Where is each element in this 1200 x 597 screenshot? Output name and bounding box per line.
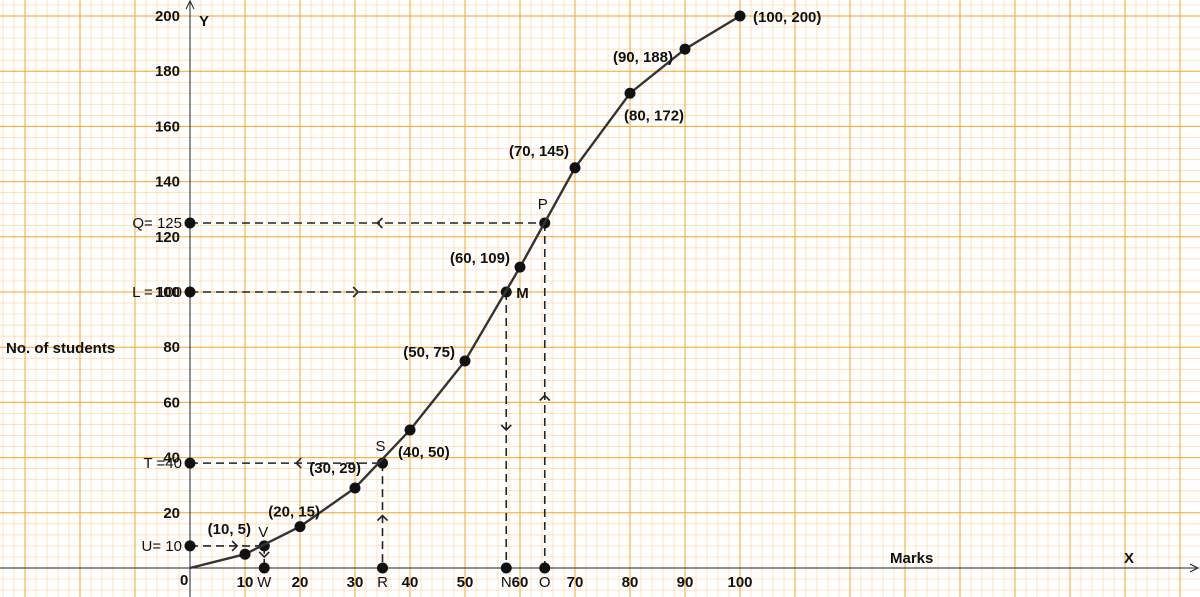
guide-x-point: [377, 562, 388, 574]
curve-point-label-s: S: [375, 438, 385, 455]
guide-arrow: [500, 424, 512, 432]
data-point: [294, 521, 306, 533]
guide-y-point: [184, 286, 196, 298]
point-label: (80, 172): [624, 107, 684, 124]
x-tick-label: 50: [457, 574, 474, 591]
y-tick-label: 20: [163, 505, 180, 522]
x-tick-label: 70: [567, 574, 584, 591]
x-tick-label: 40: [402, 574, 419, 591]
construction-guides: Q= 125 O L = 100 N T =40 R U= 10 W P M S V: [132, 196, 551, 591]
point-labels: (10, 5) (20, 15) (30, 29) (40, 50) (50, 75) (…: [208, 9, 822, 538]
guide-arrow: [539, 394, 551, 402]
y-tick-label: 40: [163, 450, 180, 467]
guide-y-label: U= 10: [142, 538, 182, 555]
x-axis-label: Marks: [890, 550, 933, 567]
point-label: (70, 145): [509, 143, 569, 160]
y-axis-label: No. of students: [6, 340, 115, 357]
point-label: (50, 75): [403, 344, 455, 361]
guide-x-label: W: [257, 574, 272, 591]
x-tick-label: 30: [347, 574, 364, 591]
data-point: [624, 87, 636, 99]
point-label: (30, 29): [309, 460, 361, 477]
guide-y-point: [184, 540, 196, 552]
y-axis-letter: Y: [199, 13, 209, 30]
y-tick-label: 80: [163, 339, 180, 356]
y-tick-label: 100: [155, 284, 180, 301]
guide-x-label: O: [539, 574, 551, 591]
y-tick-label: 160: [155, 118, 180, 135]
guide-arrow: [295, 457, 302, 469]
x-tick-label: 90: [677, 574, 694, 591]
data-point: [239, 548, 251, 560]
y-tick-label: 60: [163, 394, 180, 411]
y-tick-label: 200: [155, 8, 180, 25]
data-point: [349, 482, 361, 494]
guide-x-label: R: [377, 574, 388, 591]
data-point: [569, 162, 581, 174]
data-point: [459, 355, 471, 367]
y-axis-arrow: [185, 0, 195, 10]
point-label: (20, 15): [268, 504, 320, 521]
guide-y-point: [184, 217, 196, 229]
point-label: (40, 50): [398, 444, 450, 461]
point-label: (100, 200): [753, 9, 821, 26]
guide-y-label: Q= 125: [132, 215, 182, 232]
guide-y-label: L = 100: [132, 284, 182, 301]
guide-x-point: [539, 562, 551, 574]
point-label: (60, 109): [450, 250, 510, 267]
guide-y-point: [184, 457, 196, 469]
guide-y-label: T =40: [143, 455, 182, 472]
curve-point-label-v: V: [258, 524, 268, 541]
data-point: [514, 261, 526, 273]
data-point: [679, 43, 691, 55]
point-label: (10, 5): [208, 521, 251, 538]
x-axis-letter: X: [1124, 550, 1134, 567]
x-tick-label: 10: [237, 574, 254, 591]
x-axis-arrow: [1189, 563, 1200, 573]
guide-arrow: [231, 540, 239, 552]
guide-x-point: [258, 562, 270, 574]
x-tick-label: 100: [727, 574, 752, 591]
tick-labels: 10 20 30 40 50 60 70 80 90 100 20 40 60 80 100 120 140 16…: [155, 8, 753, 591]
data-points: [239, 10, 746, 560]
guide-arrow: [352, 286, 360, 298]
guide-x-label: N: [501, 574, 512, 591]
curve-point-label-m: M: [516, 285, 529, 302]
guide-arrow: [376, 217, 383, 229]
guide-arrow: [376, 514, 389, 522]
guide-arrow: [258, 551, 270, 559]
origin-label: 0: [180, 572, 188, 589]
data-point: [404, 424, 416, 436]
x-tick-label: 60: [512, 574, 529, 591]
x-tick-label: 20: [292, 574, 309, 591]
y-tick-label: 120: [155, 229, 180, 246]
data-point: [734, 10, 746, 22]
y-tick-label: 140: [155, 174, 180, 191]
guide-x-point: [500, 562, 512, 574]
point-label: (90, 188): [613, 49, 673, 66]
curve-point-label-p: P: [538, 196, 548, 213]
x-tick-label: 80: [622, 574, 639, 591]
y-tick-label: 180: [155, 63, 180, 80]
